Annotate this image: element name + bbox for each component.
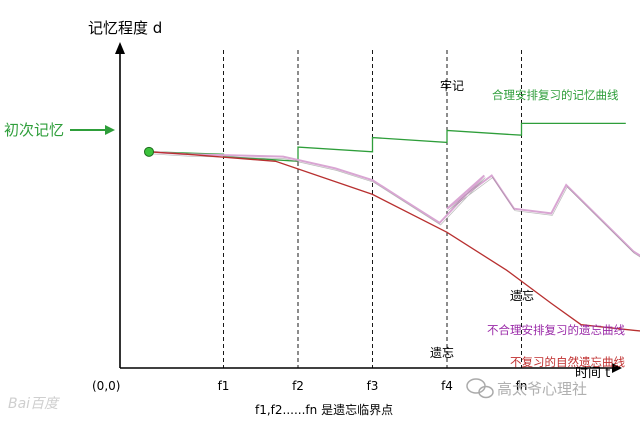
y-axis-label: 记忆程度 d bbox=[88, 19, 162, 37]
initial-memory-point bbox=[144, 146, 154, 157]
x-axis-label: 时间 t bbox=[575, 366, 610, 381]
x-tick-label-f1: f1 bbox=[218, 379, 230, 393]
initial-memory-marker: 初次记忆 bbox=[4, 121, 154, 157]
axes bbox=[115, 42, 622, 373]
series-end-label-none: 遗忘 bbox=[430, 345, 454, 360]
series-lines bbox=[148, 122, 640, 332]
series-end-label-unreasonable: 遗忘 bbox=[510, 288, 534, 303]
wechat-icon bbox=[466, 378, 494, 399]
x-tick-labels: f1 f2 f3 f4 fn bbox=[218, 379, 528, 393]
series-shadow-unreasonable bbox=[149, 153, 640, 258]
baidu-watermark: Bai百度 bbox=[8, 396, 60, 412]
series-end-label-reasonable: 牢记 bbox=[440, 78, 464, 93]
series-name-unreasonable: 不合理安排复习的遗忘曲线 bbox=[487, 323, 625, 337]
gridlines bbox=[223, 50, 522, 368]
series-line-none bbox=[148, 151, 640, 332]
initial-memory-label: 初次记忆 bbox=[4, 121, 64, 139]
wechat-watermark-text: 高太爷心理社 bbox=[497, 380, 587, 398]
x-tick-label-f2: f2 bbox=[292, 379, 304, 393]
origin-label: (0,0) bbox=[92, 379, 120, 393]
series-name-reasonable: 合理安排复习的记忆曲线 bbox=[492, 88, 619, 102]
x-tick-label-f4: f4 bbox=[441, 379, 453, 393]
series-line-unreasonable bbox=[148, 150, 640, 257]
x-tick-label-fn: fn bbox=[516, 379, 528, 393]
wechat-watermark: 高太爷心理社 bbox=[466, 378, 587, 399]
series-name-none: 不复习的自然遗忘曲线 bbox=[510, 355, 625, 369]
series-line-reasonable bbox=[148, 122, 626, 162]
x-tick-label-f3: f3 bbox=[367, 379, 379, 393]
x-axis-arrow bbox=[612, 363, 622, 373]
footnote: f1,f2......fn 是遗忘临界点 bbox=[255, 402, 393, 417]
initial-memory-arrow-head bbox=[105, 125, 115, 135]
y-axis-arrow bbox=[115, 42, 125, 54]
